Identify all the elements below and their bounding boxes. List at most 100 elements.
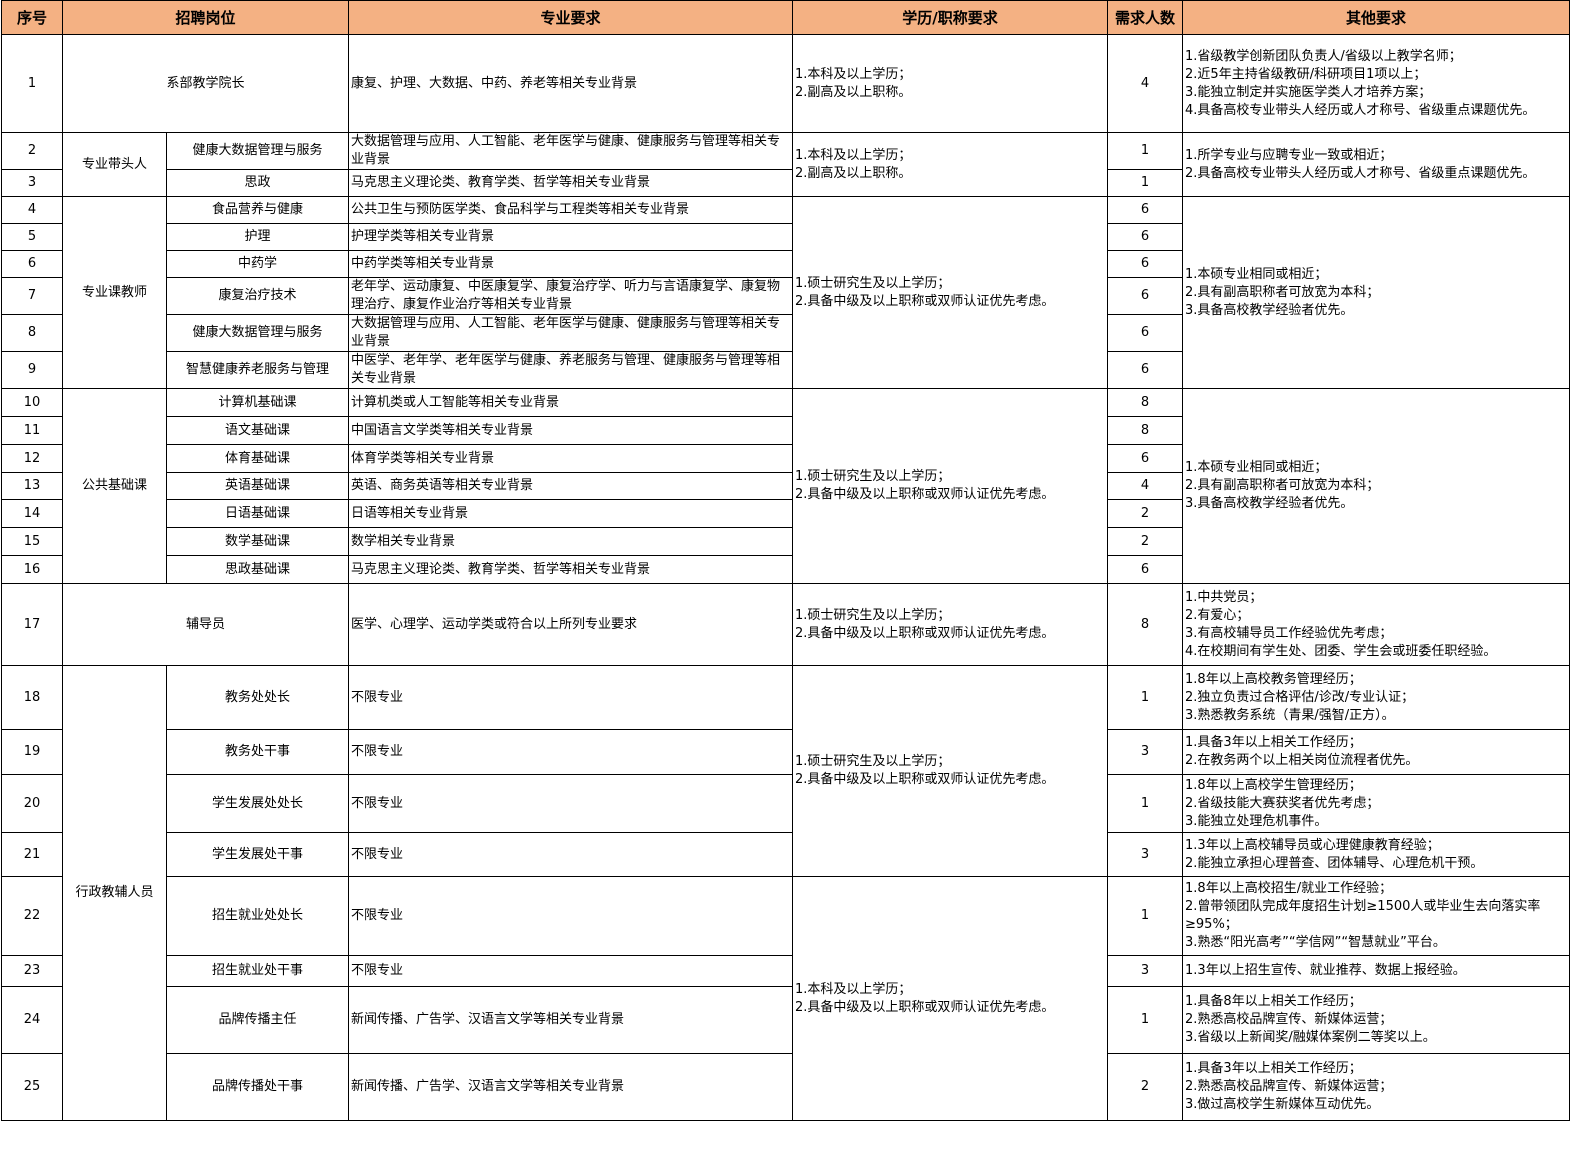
education-requirement: 1.本科及以上学历； 2.副高及以上职称。 — [792, 34, 1109, 133]
major-requirement: 护理学类等相关专业背景 — [348, 223, 794, 251]
table-row: 11 语文基础课 中国语言文学类等相关专业背景 8 — [1, 416, 1570, 445]
major-requirement: 中医学、老年学、老年医学与健康、养老服务与管理、健康服务与管理等相关专业背景 — [348, 351, 794, 389]
headcount: 8 — [1107, 583, 1184, 666]
table-row: 1 系部教学院长 康复、护理、大数据、中药、养老等相关专业背景 1.本科及以上学历； … — [1, 34, 1571, 133]
table-row: 3 思政 马克思主义理论类、教育学类、哲学等相关专业背景 1 — [1, 169, 1570, 197]
table-row: 4 专业课教师 食品营养与健康 公共卫生与预防医学类、食品科学与工程类等相关专业背景 1… — [1, 196, 1571, 389]
education-requirement: 1.硕士研究生及以上学历； 2.具备中级及以上职称或双师认证优先考虑。 — [792, 388, 1109, 584]
major-requirement: 不限专业 — [348, 729, 794, 775]
row-number: 22 — [1, 876, 63, 956]
position-name: 计算机基础课 — [165, 388, 350, 417]
major-requirement: 康复、护理、大数据、中药、养老等相关专业背景 — [348, 34, 794, 133]
table-row: 19 教务处干事 不限专业 3 1.具备3年以上相关工作经历； 2.在教务两个以上相关岗… — [1, 729, 1571, 775]
education-requirement: 1.本科及以上学历； 2.副高及以上职称。 — [792, 132, 1109, 197]
row-number: 5 — [1, 223, 63, 251]
row-number: 25 — [1, 1053, 63, 1121]
headcount: 2 — [1107, 527, 1184, 556]
row-number: 13 — [1, 472, 63, 500]
major-requirement: 新闻传播、广告学、汉语言文学等相关专业背景 — [348, 986, 794, 1054]
headcount: 1 — [1107, 132, 1184, 170]
headcount: 4 — [1107, 34, 1184, 133]
row-number: 9 — [1, 351, 63, 389]
table-row: 25 品牌传播处干事 新闻传播、广告学、汉语言文学等相关专业背景 2 1.具备3年以上相… — [1, 1053, 1571, 1121]
header-major: 专业要求 — [348, 0, 794, 35]
table-row: 17 辅导员 医学、心理学、运动学类或符合以上所列专业要求 1.硕士研究生及以上学历；… — [1, 583, 1571, 666]
education-requirement: 1.硕士研究生及以上学历； 2.具备中级及以上职称或双师认证优先考虑。 — [792, 196, 1109, 389]
position-name: 数学基础课 — [165, 527, 350, 556]
position-name: 中药学 — [165, 250, 350, 278]
other-requirement: 1.具备3年以上相关工作经历； 2.在教务两个以上相关岗位流程者优先。 — [1182, 729, 1571, 775]
table-row: 8 健康大数据管理与服务 大数据管理与应用、人工智能、老年医学与健康、健康服务与管理… — [1, 314, 1570, 352]
position-name: 品牌传播主任 — [165, 986, 350, 1054]
major-requirement: 计算机类或人工智能等相关专业背景 — [348, 388, 794, 417]
position-name: 招生就业处处长 — [165, 876, 350, 956]
major-requirement: 英语、商务英语等相关专业背景 — [348, 472, 794, 500]
headcount: 6 — [1107, 555, 1184, 584]
position-name: 语文基础课 — [165, 416, 350, 445]
position-category: 公共基础课 — [62, 388, 167, 584]
headcount: 1 — [1107, 665, 1184, 730]
position-category: 专业带头人 — [62, 132, 167, 197]
position-name: 康复治疗技术 — [165, 277, 350, 315]
headcount: 6 — [1107, 223, 1184, 251]
row-number: 23 — [1, 955, 63, 987]
table-row: 13 英语基础课 英语、商务英语等相关专业背景 4 — [1, 472, 1570, 500]
row-number: 7 — [1, 277, 63, 315]
headcount: 6 — [1107, 314, 1184, 352]
row-number: 10 — [1, 388, 63, 417]
position-name: 教务处干事 — [165, 729, 350, 775]
other-requirement: 1.具备3年以上相关工作经历； 2.熟悉高校品牌宣传、新媒体运营； 3.做过高校… — [1182, 1053, 1571, 1121]
table-row: 7 康复治疗技术 老年学、运动康复、中医康复学、康复治疗学、听力与言语康复学、康复物… — [1, 277, 1570, 315]
table-row: 24 品牌传播主任 新闻传播、广告学、汉语言文学等相关专业背景 1 1.具备8年以上相关… — [1, 986, 1571, 1054]
other-requirement: 1.8年以上高校学生管理经历； 2.省级技能大赛获奖者优先考虑； 3.能独立处理… — [1182, 774, 1571, 833]
row-number: 16 — [1, 555, 63, 584]
position-category: 行政教辅人员 — [62, 665, 167, 1121]
major-requirement: 不限专业 — [348, 665, 794, 730]
table-row: 10 公共基础课 计算机基础课 计算机类或人工智能等相关专业背景 1.硕士研究生及以上学… — [1, 388, 1571, 584]
major-requirement: 不限专业 — [348, 774, 794, 833]
position-name: 体育基础课 — [165, 444, 350, 473]
headcount: 8 — [1107, 416, 1184, 445]
position-name: 辅导员 — [61, 583, 350, 666]
major-requirement: 马克思主义理论类、教育学类、哲学等相关专业背景 — [348, 555, 794, 584]
major-requirement: 不限专业 — [348, 876, 794, 956]
headcount: 6 — [1107, 351, 1184, 389]
position-name: 学生发展处处长 — [165, 774, 350, 833]
headcount: 1 — [1107, 774, 1184, 833]
row-number: 1 — [1, 34, 63, 133]
table-row: 21 学生发展处干事 不限专业 3 1.3年以上高校辅导员或心理健康教育经验； 2.能独… — [1, 832, 1571, 877]
other-requirement: 1.8年以上高校招生/就业工作经验； 2.曾带领团队完成年度招生计划≥1500人… — [1182, 876, 1571, 956]
position-name: 英语基础课 — [165, 472, 350, 500]
headcount: 1 — [1107, 876, 1184, 956]
other-requirement: 1.所学专业与应聘专业一致或相近； 2.具备高校专业带头人经历或人才称号、省级重… — [1182, 132, 1571, 197]
header-education: 学历/职称要求 — [792, 0, 1109, 35]
position-name: 思政 — [165, 169, 350, 197]
position-name: 食品营养与健康 — [165, 196, 350, 224]
position-category: 专业课教师 — [62, 196, 167, 389]
row-number: 12 — [1, 444, 63, 473]
education-requirement: 1.本科及以上学历； 2.具备中级及以上职称或双师认证优先考虑。 — [792, 876, 1109, 1121]
headcount: 6 — [1107, 277, 1184, 315]
row-number: 11 — [1, 416, 63, 445]
row-number: 2 — [1, 132, 63, 170]
other-requirement: 1.3年以上招生宣传、就业推荐、数据上报经验。 — [1182, 955, 1571, 987]
headcount: 2 — [1107, 1053, 1184, 1121]
position-name: 健康大数据管理与服务 — [165, 314, 350, 352]
position-name: 教务处处长 — [165, 665, 350, 730]
header-count: 需求人数 — [1107, 0, 1184, 35]
other-requirement: 1.中共党员； 2.有爱心； 3.有高校辅导员工作经验优先考虑； 4.在校期间有… — [1182, 583, 1571, 666]
other-requirement: 1.本硕专业相同或相近； 2.具有副高职称者可放宽为本科； 3.具备高校教学经验… — [1182, 388, 1571, 584]
row-number: 24 — [1, 986, 63, 1054]
row-number: 18 — [1, 665, 63, 730]
major-requirement: 不限专业 — [348, 955, 794, 987]
header-other: 其他要求 — [1182, 0, 1571, 35]
header-no: 序号 — [1, 0, 63, 35]
row-number: 6 — [1, 250, 63, 278]
education-requirement: 1.硕士研究生及以上学历； 2.具备中级及以上职称或双师认证优先考虑。 — [792, 583, 1109, 666]
major-requirement: 日语等相关专业背景 — [348, 499, 794, 528]
position-name: 护理 — [165, 223, 350, 251]
row-number: 19 — [1, 729, 63, 775]
major-requirement: 老年学、运动康复、中医康复学、康复治疗学、听力与言语康复学、康复物理治疗、康复作… — [348, 277, 794, 315]
major-requirement: 大数据管理与应用、人工智能、老年医学与健康、健康服务与管理等相关专业背景 — [348, 314, 794, 352]
position-name: 日语基础课 — [165, 499, 350, 528]
